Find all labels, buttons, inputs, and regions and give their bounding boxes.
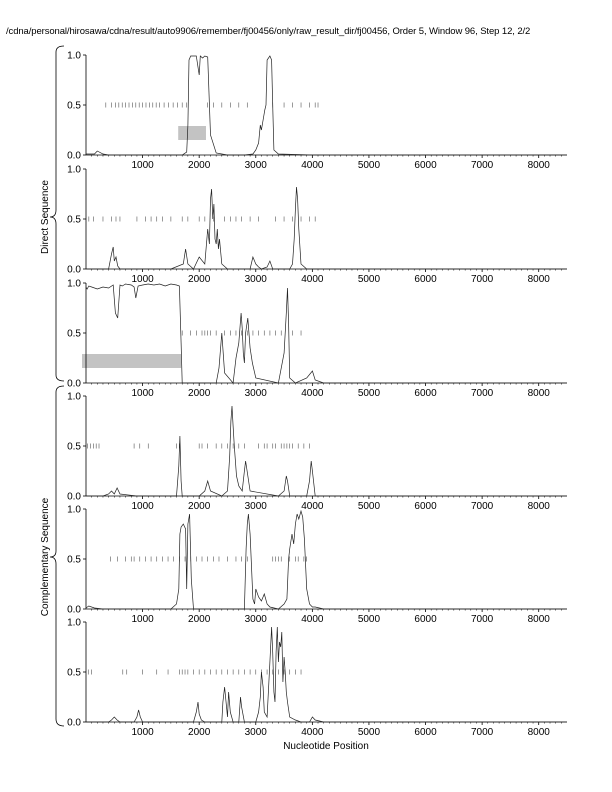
x-tick-label: 2000: [188, 614, 211, 625]
panel-4: 0.0 0.5 1.0 1000 2000 3000 4000 5000 6000 7000 800…: [67, 392, 567, 512]
x-tick-label: 5000: [358, 160, 381, 171]
x-tick-label: 4000: [301, 274, 324, 285]
series-line: [86, 626, 567, 723]
panel-2: 0.0 0.5 1.0 1000 2000 3000 4000 5000 6000 7000 800…: [67, 165, 567, 285]
x-tick-label: 3000: [245, 614, 268, 625]
panels-group: 0.0 0.5 1.0 1000 2000 3000 4000 5000 6000 7000 800…: [67, 51, 567, 738]
direct-brace: [49, 45, 65, 382]
x-tick-label: 5000: [358, 501, 381, 512]
series-line: [86, 55, 567, 156]
x-tick-label: 5000: [358, 388, 381, 399]
y-tick-label: 0.0: [67, 492, 81, 503]
x-tick-label: 8000: [528, 501, 551, 512]
x-tick-label: 4000: [301, 160, 324, 171]
series-line: [85, 509, 567, 610]
x-tick-label: 3000: [245, 274, 268, 285]
x-tick-label: 5000: [358, 614, 381, 625]
x-axis-label: Nucleotide Position: [283, 741, 369, 752]
x-tick-label: 3000: [245, 160, 268, 171]
x-tick-label: 4000: [301, 501, 324, 512]
x-tick-label: 5000: [358, 274, 381, 285]
y-tick-label: 0.5: [67, 215, 81, 226]
x-tick-label: 2000: [188, 727, 211, 738]
x-tick-label: 1000: [131, 274, 154, 285]
x-tick-label: 6000: [414, 160, 437, 171]
y-tick-label: 1.0: [67, 505, 81, 516]
panel-5: 0.0 0.5 1.0 1000 2000 3000 4000 5000 6000 7000 800…: [67, 505, 567, 625]
panel-6: 0.0 0.5 1.0 1000 2000 3000 4000 5000 6000 7000 800…: [67, 618, 567, 738]
series-line: [86, 405, 567, 497]
x-tick-label: 6000: [414, 274, 437, 285]
x-tick-label: 1000: [131, 501, 154, 512]
x-tick-label: 4000: [301, 614, 324, 625]
complementary-sequence-label: Complementary Sequence: [40, 497, 51, 616]
y-tick-label: 0.5: [67, 555, 81, 566]
x-tick-label: 7000: [471, 274, 494, 285]
y-tick-label: 0.5: [67, 329, 81, 340]
y-tick-label: 0.5: [67, 101, 81, 112]
y-tick-label: 0.0: [67, 379, 81, 390]
x-tick-label: 5000: [358, 727, 381, 738]
y-tick-label: 0.0: [67, 265, 81, 276]
panel-1: 0.0 0.5 1.0 1000 2000 3000 4000 5000 6000 7000 800…: [67, 51, 567, 171]
panel-3: 0.0 0.5 1.0 1000 2000 3000 4000 5000 6000 7000 800…: [67, 279, 567, 399]
x-tick-label: 8000: [528, 274, 551, 285]
x-tick-label: 7000: [471, 388, 494, 399]
x-tick-label: 2000: [188, 274, 211, 285]
x-tick-label: 6000: [414, 388, 437, 399]
x-tick-label: 4000: [301, 727, 324, 738]
y-tick-label: 0.0: [67, 605, 81, 616]
x-tick-label: 2000: [188, 388, 211, 399]
x-tick-label: 3000: [245, 501, 268, 512]
x-tick-label: 1000: [131, 388, 154, 399]
x-tick-label: 7000: [471, 501, 494, 512]
x-tick-label: 8000: [528, 727, 551, 738]
y-tick-label: 1.0: [67, 51, 81, 62]
x-tick-label: 8000: [528, 614, 551, 625]
highlight-band: [82, 354, 182, 368]
y-tick-label: 0.5: [67, 668, 81, 679]
y-tick-label: 1.0: [67, 392, 81, 403]
y-tick-label: 1.0: [67, 279, 81, 290]
x-tick-label: 7000: [471, 614, 494, 625]
x-tick-label: 6000: [414, 501, 437, 512]
x-tick-label: 3000: [245, 388, 268, 399]
y-tick-label: 0.0: [67, 718, 81, 729]
x-tick-label: 6000: [414, 614, 437, 625]
complementary-brace: [49, 385, 65, 727]
x-tick-label: 3000: [245, 727, 268, 738]
x-tick-label: 2000: [188, 501, 211, 512]
x-tick-label: 2000: [188, 160, 211, 171]
highlight-band: [178, 126, 206, 140]
x-tick-label: 6000: [414, 727, 437, 738]
series-line: [85, 283, 567, 384]
x-tick-label: 8000: [528, 160, 551, 171]
y-tick-label: 1.0: [67, 618, 81, 629]
x-tick-label: 8000: [528, 388, 551, 399]
y-tick-label: 0.5: [67, 442, 81, 453]
figure-title: /cdna/personal/hirosawa/cdna/result/auto…: [6, 26, 531, 37]
y-tick-label: 0.0: [67, 151, 81, 162]
y-tick-label: 1.0: [67, 165, 81, 176]
x-tick-label: 7000: [471, 160, 494, 171]
x-tick-label: 1000: [131, 727, 154, 738]
series-line: [86, 186, 567, 270]
x-tick-label: 4000: [301, 388, 324, 399]
x-tick-label: 7000: [471, 727, 494, 738]
x-tick-label: 1000: [131, 614, 154, 625]
x-tick-label: 1000: [131, 160, 154, 171]
direct-sequence-label: Direct Sequence: [40, 180, 51, 254]
